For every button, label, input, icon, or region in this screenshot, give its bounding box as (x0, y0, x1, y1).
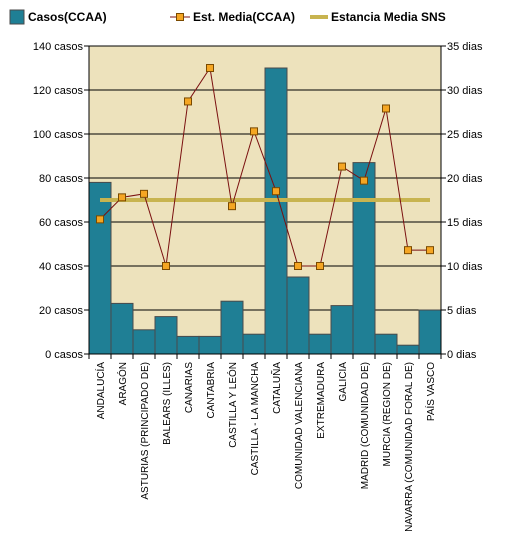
point-10 (294, 262, 302, 270)
legend: Casos(CCAA) Est. Media(CCAA) Estancia Medi… (9, 9, 446, 25)
y-left-tick-label: 40 casos (39, 261, 84, 273)
point-11 (316, 262, 324, 270)
y-right-tick-label: 5 dias (447, 305, 477, 317)
x-category-label: ARAGÓN (116, 362, 129, 405)
series-line (99, 66, 430, 267)
bar-11 (308, 333, 332, 355)
legend-label-casos: Casos(CCAA) (28, 10, 107, 24)
point-6 (206, 64, 214, 72)
y-right-tick-label: 10 dias (447, 261, 483, 273)
y-right-tick-label: 35 dias (447, 41, 483, 53)
legend-swatch-bar (9, 9, 25, 25)
bar-4 (154, 316, 178, 355)
x-axis-category-labels: ANDALUCÍA ARAGÓN ASTURIAS (PRINCIPADO DE) B… (94, 362, 437, 532)
legend-label-est-media: Est. Media(CCAA) (193, 10, 295, 24)
bar-6 (198, 335, 222, 355)
bar-2 (110, 302, 134, 355)
y-right-tick-label: 0 dias (447, 349, 477, 361)
point-12 (338, 162, 346, 171)
point-7 (228, 202, 236, 211)
x-category-label: CASTILLA Y LEÓN (226, 362, 239, 448)
point-4 (162, 262, 170, 270)
y-left-tick-label: 0 casos (45, 349, 83, 361)
bar-9 (264, 67, 288, 355)
y-axis-right-ticks: 0 dias 5 dias 10 dias 15 dias 20 dias 25 dias… (441, 41, 483, 361)
bar-10 (286, 276, 310, 355)
y-right-tick-label: 30 dias (447, 85, 483, 97)
x-category-label: ASTURIAS (PRINCIPADO DE) (140, 362, 151, 500)
bar-8 (242, 333, 266, 355)
bar-13 (352, 162, 376, 355)
y-left-tick-label: 140 casos (33, 41, 84, 53)
x-category-label: COMUNIDAD VALENCIANA (294, 362, 305, 489)
y-left-tick-label: 20 casos (39, 305, 84, 317)
y-axis-left-ticks: 0 casos 20 casos 40 casos 60 casos 80 casos 1… (33, 41, 89, 361)
legend-swatch-marker (176, 13, 184, 21)
bar-12 (330, 305, 354, 355)
point-5 (184, 97, 192, 106)
point-15 (404, 246, 412, 255)
bar-1 (88, 181, 112, 355)
y-left-tick-label: 100 casos (33, 129, 84, 141)
bar-7 (220, 300, 244, 355)
x-category-label: GALICIA (338, 362, 349, 402)
line-series (96, 64, 434, 270)
x-category-label: EXTREMADURA (316, 362, 327, 439)
y-left-tick-label: 80 casos (39, 173, 84, 185)
y-right-tick-label: 20 dias (447, 173, 483, 185)
bar-16 (418, 309, 442, 355)
point-13 (360, 176, 368, 185)
x-category-label: NAVARRA (COMUNIDAD FORAL DE) (404, 362, 415, 532)
point-16 (426, 246, 434, 255)
x-category-label: CATALUÑA (270, 362, 283, 414)
bar-3 (132, 329, 156, 355)
point-14 (382, 104, 390, 113)
legend-label-sns: Estancia Media SNS (331, 10, 446, 24)
point-2 (118, 193, 126, 202)
y-left-tick-label: 120 casos (33, 85, 84, 97)
x-category-label: CANARIAS (184, 362, 195, 413)
y-right-tick-label: 25 dias (447, 129, 483, 141)
x-category-label: BALEARS (ILLES) (162, 362, 173, 445)
y-right-tick-label: 15 dias (447, 217, 483, 229)
y-left-tick-label: 60 casos (39, 217, 84, 229)
x-category-label: PAÍS VASCO (424, 362, 437, 421)
point-3 (140, 189, 148, 198)
point-9 (272, 187, 280, 196)
x-category-label: MURCIA (REGION DE) (382, 362, 393, 466)
x-category-label: MADRID (COMUNIDAD DE) (360, 362, 371, 489)
bar-15 (396, 344, 420, 355)
point-8 (250, 127, 258, 136)
x-category-label: CASTILLA - LA MANCHA (250, 362, 261, 476)
x-category-label: ANDALUCÍA (94, 362, 107, 420)
point-1 (96, 215, 104, 224)
bar-5 (176, 335, 200, 355)
bar-14 (374, 333, 398, 355)
axes (88, 46, 442, 359)
x-category-label: CANTABRIA (206, 362, 217, 419)
